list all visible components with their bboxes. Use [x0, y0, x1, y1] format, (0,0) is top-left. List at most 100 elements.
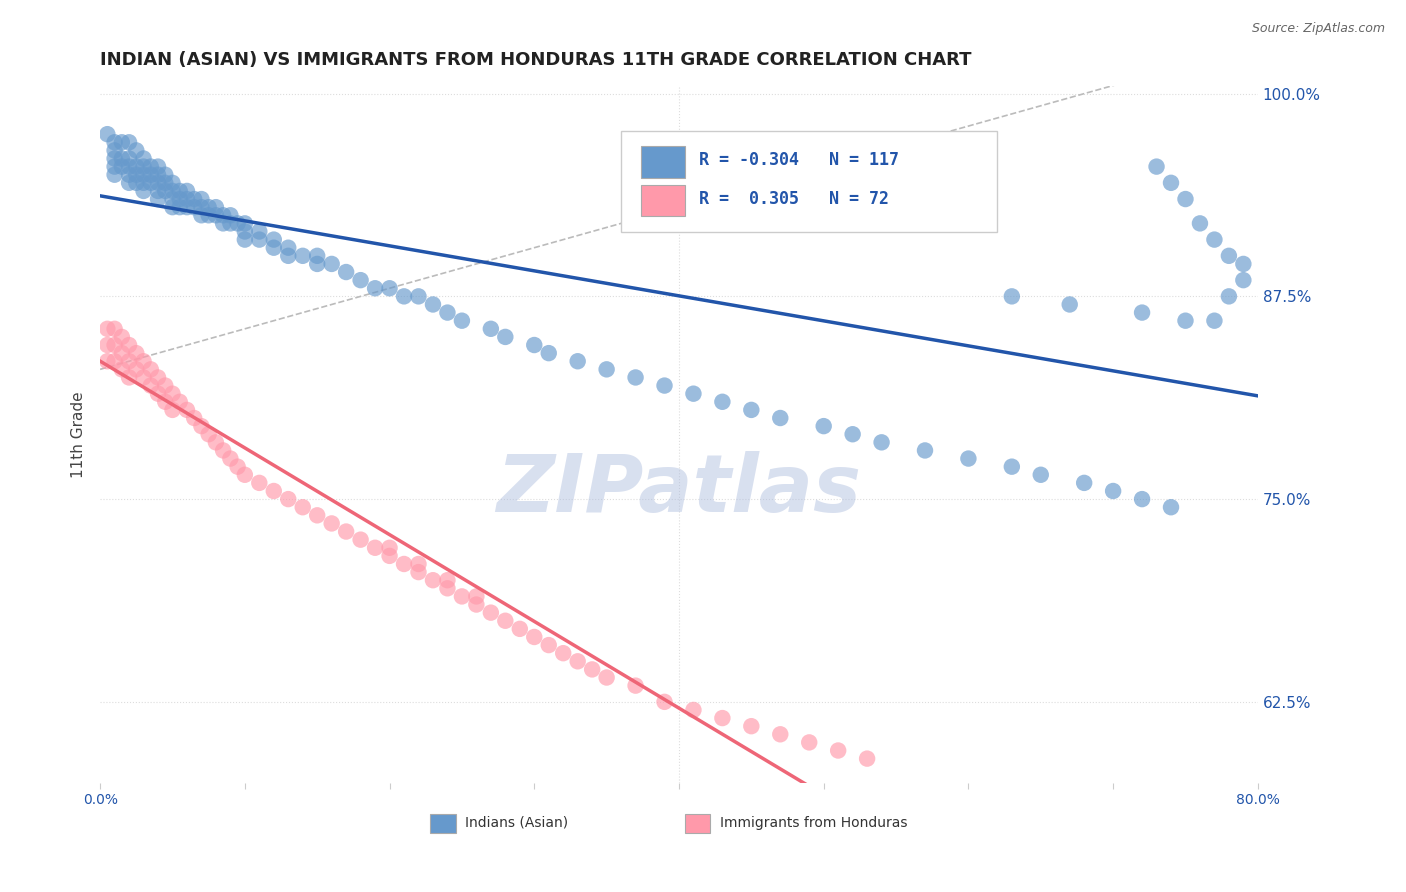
Point [291, 249, 314, 263]
Point [1073, 475, 1095, 490]
Point [111, 362, 134, 376]
Point [1174, 314, 1197, 328]
Point [567, 654, 589, 668]
Point [132, 152, 155, 166]
Point [277, 241, 299, 255]
Point [654, 378, 676, 392]
Point [494, 614, 516, 628]
Point [595, 671, 617, 685]
Point [162, 386, 184, 401]
Point [378, 541, 401, 555]
Point [146, 370, 169, 384]
Point [1059, 297, 1081, 311]
Point [118, 354, 141, 368]
Point [132, 160, 155, 174]
Point [139, 362, 162, 376]
Point [205, 208, 228, 222]
Point [247, 475, 270, 490]
Point [307, 249, 329, 263]
Text: R =  0.305   N = 72: R = 0.305 N = 72 [699, 190, 889, 208]
Point [226, 459, 249, 474]
Point [139, 378, 162, 392]
Point [263, 241, 285, 255]
Point [176, 184, 198, 198]
Point [146, 386, 169, 401]
Point [146, 192, 169, 206]
Point [335, 524, 357, 539]
Point [233, 233, 256, 247]
Point [957, 451, 980, 466]
FancyBboxPatch shape [685, 814, 710, 833]
Point [162, 403, 184, 417]
Point [451, 314, 474, 328]
Point [422, 297, 444, 311]
Point [146, 184, 169, 198]
Point [349, 273, 371, 287]
Point [537, 638, 560, 652]
Point [914, 443, 936, 458]
Text: Indians (Asian): Indians (Asian) [465, 815, 568, 830]
Point [451, 590, 474, 604]
Text: INDIAN (ASIAN) VS IMMIGRANTS FROM HONDURAS 11TH GRADE CORRELATION CHART: INDIAN (ASIAN) VS IMMIGRANTS FROM HONDUR… [100, 51, 972, 69]
Point [465, 598, 488, 612]
Point [233, 216, 256, 230]
Point [233, 225, 256, 239]
Point [364, 541, 387, 555]
Point [125, 176, 148, 190]
Point [111, 152, 134, 166]
FancyBboxPatch shape [430, 814, 456, 833]
Point [291, 500, 314, 515]
Point [111, 136, 134, 150]
Point [813, 419, 835, 434]
Point [183, 200, 205, 214]
Point [118, 338, 141, 352]
Point [1130, 492, 1153, 507]
Point [537, 346, 560, 360]
Point [169, 394, 191, 409]
Point [392, 289, 415, 303]
Point [219, 216, 242, 230]
Point [139, 160, 162, 174]
Point [104, 136, 127, 150]
Point [176, 200, 198, 214]
Point [1232, 257, 1254, 271]
Point [146, 168, 169, 182]
Point [827, 743, 849, 757]
Point [581, 662, 603, 676]
Point [96, 322, 118, 336]
Point [624, 679, 647, 693]
Point [567, 354, 589, 368]
Point [132, 176, 155, 190]
Point [162, 200, 184, 214]
Text: Source: ZipAtlas.com: Source: ZipAtlas.com [1251, 22, 1385, 36]
Point [146, 176, 169, 190]
Point [378, 549, 401, 563]
Point [1029, 467, 1052, 482]
Point [408, 557, 430, 571]
Point [96, 354, 118, 368]
Point [553, 646, 575, 660]
Point [523, 630, 546, 644]
Text: R = -0.304   N = 117: R = -0.304 N = 117 [699, 151, 898, 169]
Point [139, 168, 162, 182]
Point [125, 362, 148, 376]
Point [118, 176, 141, 190]
Point [111, 330, 134, 344]
Point [740, 403, 762, 417]
Point [263, 233, 285, 247]
Point [335, 265, 357, 279]
Point [190, 419, 212, 434]
Point [408, 565, 430, 579]
Point [205, 200, 228, 214]
Point [219, 208, 242, 222]
Point [169, 192, 191, 206]
Point [321, 257, 343, 271]
Point [769, 411, 792, 425]
Point [1232, 273, 1254, 287]
Point [132, 354, 155, 368]
Point [190, 192, 212, 206]
Point [197, 208, 219, 222]
Point [104, 354, 127, 368]
Point [104, 338, 127, 352]
Point [219, 451, 242, 466]
